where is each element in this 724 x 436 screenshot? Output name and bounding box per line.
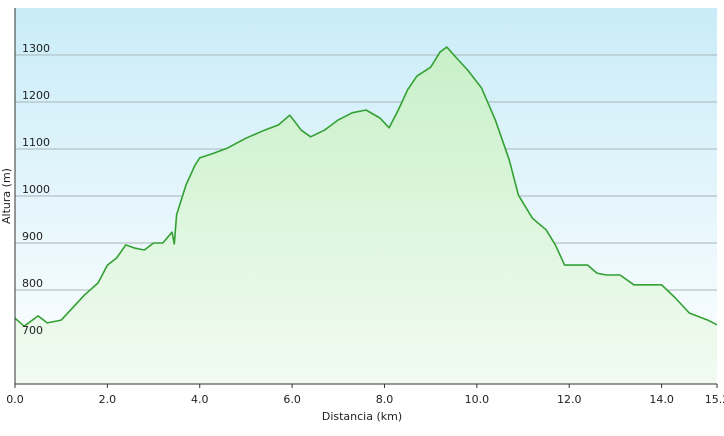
y-tick-label: 1300 (22, 42, 50, 55)
x-tick-label: 0.0 (6, 393, 24, 406)
x-tick-label: 15.2 (705, 393, 724, 406)
area-fill (15, 47, 717, 384)
x-tick-label: 8.0 (376, 393, 394, 406)
y-tick-label: 700 (22, 324, 43, 337)
x-tick-label: 6.0 (283, 393, 301, 406)
y-tick-label: 1100 (22, 136, 50, 149)
y-tick-label: 800 (22, 277, 43, 290)
x-tick-label: 14.0 (649, 393, 674, 406)
x-tick-label: 2.0 (99, 393, 117, 406)
x-tick-label: 10.0 (465, 393, 490, 406)
elevation-line (14, 46, 718, 327)
x-axis-title: Distancia (km) (322, 410, 402, 423)
x-tick-label: 12.0 (557, 393, 582, 406)
x-tick-label: 4.0 (191, 393, 209, 406)
y-tick-label: 900 (22, 230, 43, 243)
y-axis-title: Altura (m) (0, 168, 13, 224)
y-tick-label: 1200 (22, 89, 50, 102)
y-tick-label: 1000 (22, 183, 50, 196)
